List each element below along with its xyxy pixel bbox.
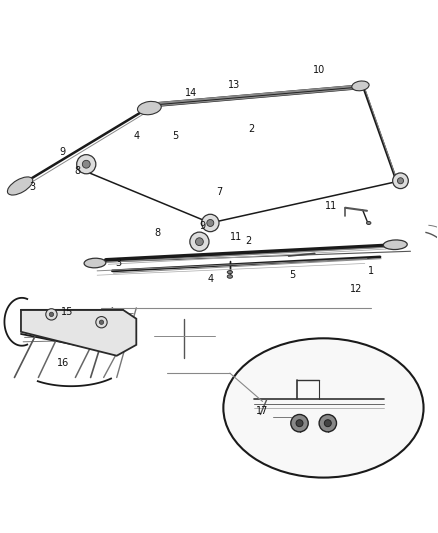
Ellipse shape [138, 101, 161, 115]
Text: 7: 7 [216, 187, 222, 197]
Text: 16: 16 [57, 358, 69, 368]
Circle shape [195, 238, 203, 246]
Circle shape [324, 419, 331, 426]
Ellipse shape [352, 81, 369, 91]
Text: 12: 12 [350, 284, 362, 294]
Text: 17: 17 [255, 406, 268, 416]
Circle shape [207, 220, 214, 227]
Text: 9: 9 [199, 221, 205, 231]
Text: 5: 5 [289, 270, 295, 280]
Ellipse shape [383, 240, 407, 249]
Text: 15: 15 [61, 307, 74, 317]
Ellipse shape [7, 177, 33, 195]
Ellipse shape [227, 271, 233, 273]
Circle shape [291, 415, 308, 432]
Text: 9: 9 [59, 148, 65, 157]
Text: 3: 3 [115, 258, 121, 268]
Text: 4: 4 [207, 273, 213, 284]
Circle shape [397, 177, 403, 184]
Text: 14: 14 [184, 88, 197, 98]
Text: 3: 3 [30, 182, 36, 192]
Text: 1: 1 [368, 266, 374, 276]
Text: 8: 8 [74, 166, 81, 176]
Text: 13: 13 [228, 80, 240, 91]
Text: 11: 11 [230, 232, 243, 243]
Circle shape [82, 160, 90, 168]
Circle shape [77, 155, 96, 174]
Circle shape [99, 320, 104, 325]
Circle shape [49, 312, 53, 317]
Circle shape [296, 419, 303, 426]
Circle shape [46, 309, 57, 320]
Ellipse shape [367, 221, 371, 224]
Circle shape [201, 214, 219, 232]
Text: 4: 4 [133, 131, 139, 141]
Text: 11: 11 [325, 201, 337, 212]
Text: 10: 10 [313, 65, 325, 75]
Ellipse shape [227, 275, 233, 278]
Circle shape [190, 232, 209, 251]
Circle shape [319, 415, 336, 432]
Polygon shape [21, 310, 136, 356]
Circle shape [96, 317, 107, 328]
Ellipse shape [84, 258, 106, 268]
Ellipse shape [223, 338, 424, 478]
Circle shape [392, 173, 408, 189]
Text: 2: 2 [248, 124, 255, 134]
Text: 8: 8 [154, 228, 160, 238]
Text: 2: 2 [245, 236, 252, 246]
Text: 5: 5 [172, 131, 179, 141]
